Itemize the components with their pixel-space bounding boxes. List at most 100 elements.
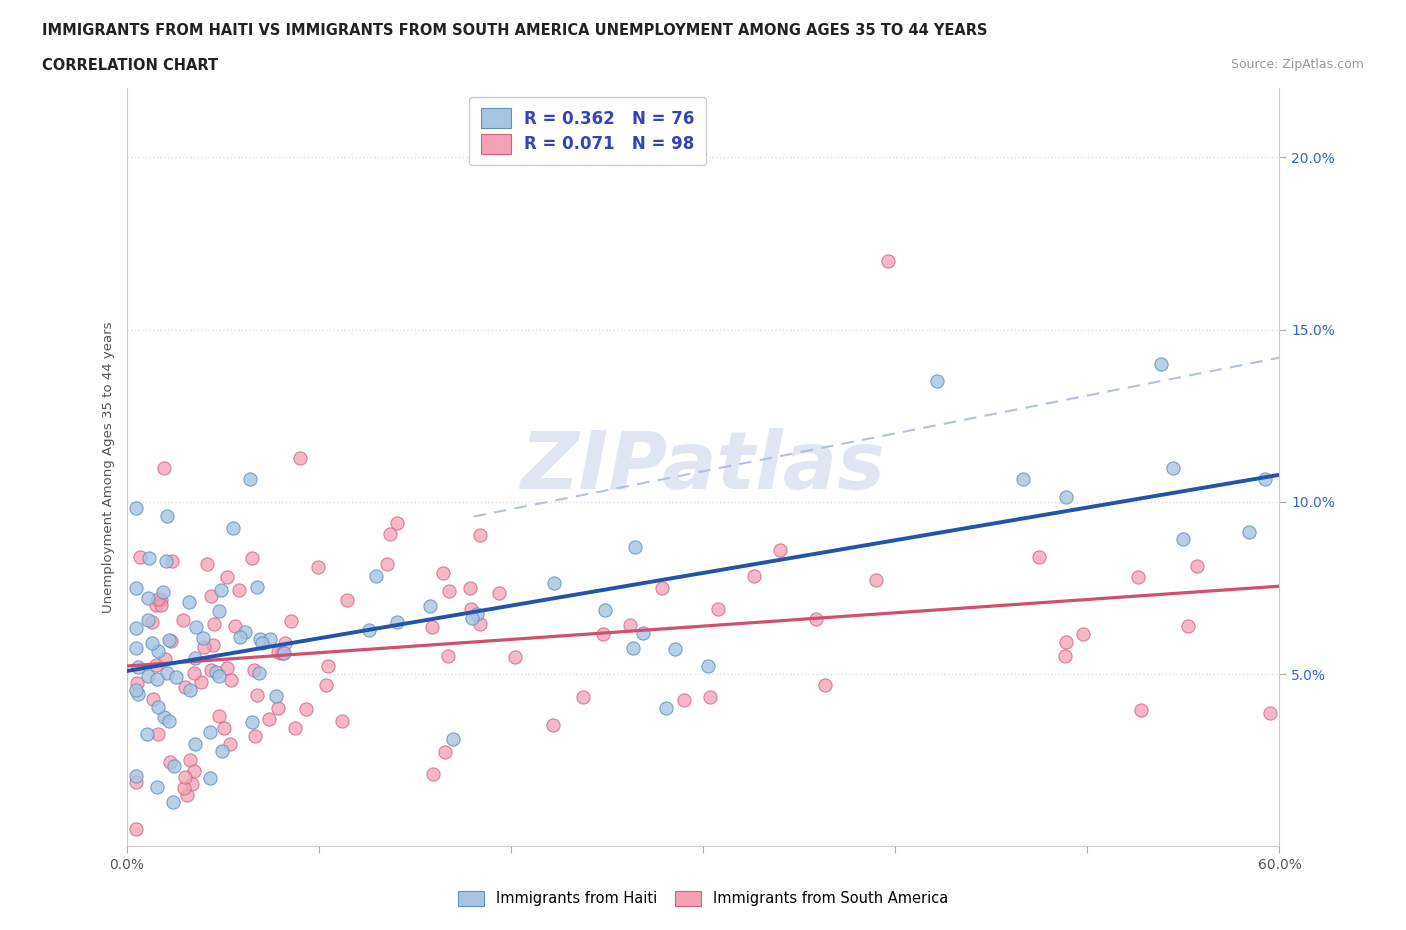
Point — [205, 665, 228, 680]
Point — [157, 713, 180, 728]
Point — [239, 472, 262, 487]
Point — [488, 585, 510, 600]
Point — [190, 675, 212, 690]
Point — [273, 646, 295, 661]
Point — [621, 640, 644, 655]
Point — [1053, 648, 1076, 663]
Point — [927, 374, 949, 389]
Point — [865, 573, 887, 588]
Point — [233, 624, 256, 639]
Point — [1126, 569, 1149, 584]
Point — [434, 745, 457, 760]
Point — [142, 691, 165, 706]
Point — [219, 672, 242, 687]
Point — [127, 686, 149, 701]
Point — [1150, 356, 1173, 371]
Point — [1254, 472, 1277, 486]
Point — [214, 721, 236, 736]
Point — [180, 777, 202, 791]
Point — [145, 598, 167, 613]
Point — [1237, 525, 1260, 539]
Point — [229, 630, 252, 644]
Point — [1129, 702, 1152, 717]
Legend: R = 0.362   N = 76, R = 0.071   N = 98: R = 0.362 N = 76, R = 0.071 N = 98 — [470, 97, 706, 166]
Point — [249, 631, 271, 646]
Point — [742, 568, 765, 583]
Point — [127, 659, 149, 674]
Point — [707, 601, 730, 616]
Point — [125, 620, 148, 635]
Point — [814, 678, 837, 693]
Point — [153, 651, 176, 666]
Point — [208, 669, 231, 684]
Point — [271, 645, 294, 660]
Point — [655, 700, 678, 715]
Point — [631, 625, 654, 640]
Point — [176, 787, 198, 802]
Point — [125, 640, 148, 655]
Point — [138, 591, 160, 606]
Point — [806, 611, 828, 626]
Point — [541, 718, 564, 733]
Point — [1011, 472, 1033, 486]
Point — [156, 509, 179, 524]
Point — [162, 553, 184, 568]
Point — [572, 690, 595, 705]
Point — [145, 658, 167, 672]
Point — [125, 768, 148, 783]
Point — [184, 737, 207, 751]
Point — [375, 557, 398, 572]
Point — [141, 615, 163, 630]
Point — [359, 623, 381, 638]
Point — [148, 644, 170, 658]
Point — [149, 592, 172, 607]
Point — [125, 775, 148, 790]
Point — [218, 737, 240, 751]
Point — [290, 450, 312, 465]
Point — [200, 724, 222, 739]
Point — [243, 729, 266, 744]
Point — [460, 601, 482, 616]
Point — [179, 752, 201, 767]
Point — [1171, 532, 1194, 547]
Point — [1028, 550, 1050, 565]
Point — [174, 770, 197, 785]
Point — [184, 619, 207, 634]
Point — [208, 604, 231, 618]
Point — [330, 713, 353, 728]
Point — [138, 669, 160, 684]
Point — [221, 521, 243, 536]
Point — [1177, 618, 1199, 633]
Point — [146, 699, 169, 714]
Point — [197, 556, 219, 571]
Point — [172, 612, 194, 627]
Point — [125, 580, 148, 595]
Point — [432, 565, 454, 580]
Point — [183, 763, 205, 777]
Point — [179, 683, 201, 698]
Point — [295, 701, 318, 716]
Point — [177, 594, 200, 609]
Point — [193, 640, 215, 655]
Point — [208, 709, 231, 724]
Point — [593, 603, 616, 618]
Point — [211, 744, 233, 759]
Point — [364, 568, 387, 583]
Point — [125, 501, 148, 516]
Point — [240, 551, 263, 565]
Point — [699, 690, 721, 705]
Point — [141, 635, 163, 650]
Point — [1260, 706, 1282, 721]
Point — [127, 676, 149, 691]
Point — [153, 710, 176, 724]
Point — [201, 637, 224, 652]
Point — [458, 580, 481, 595]
Point — [165, 670, 187, 684]
Point — [592, 627, 614, 642]
Point — [267, 700, 290, 715]
Point — [157, 633, 180, 648]
Point — [191, 631, 214, 645]
Point — [651, 581, 673, 596]
Point — [148, 591, 170, 606]
Text: CORRELATION CHART: CORRELATION CHART — [42, 58, 218, 73]
